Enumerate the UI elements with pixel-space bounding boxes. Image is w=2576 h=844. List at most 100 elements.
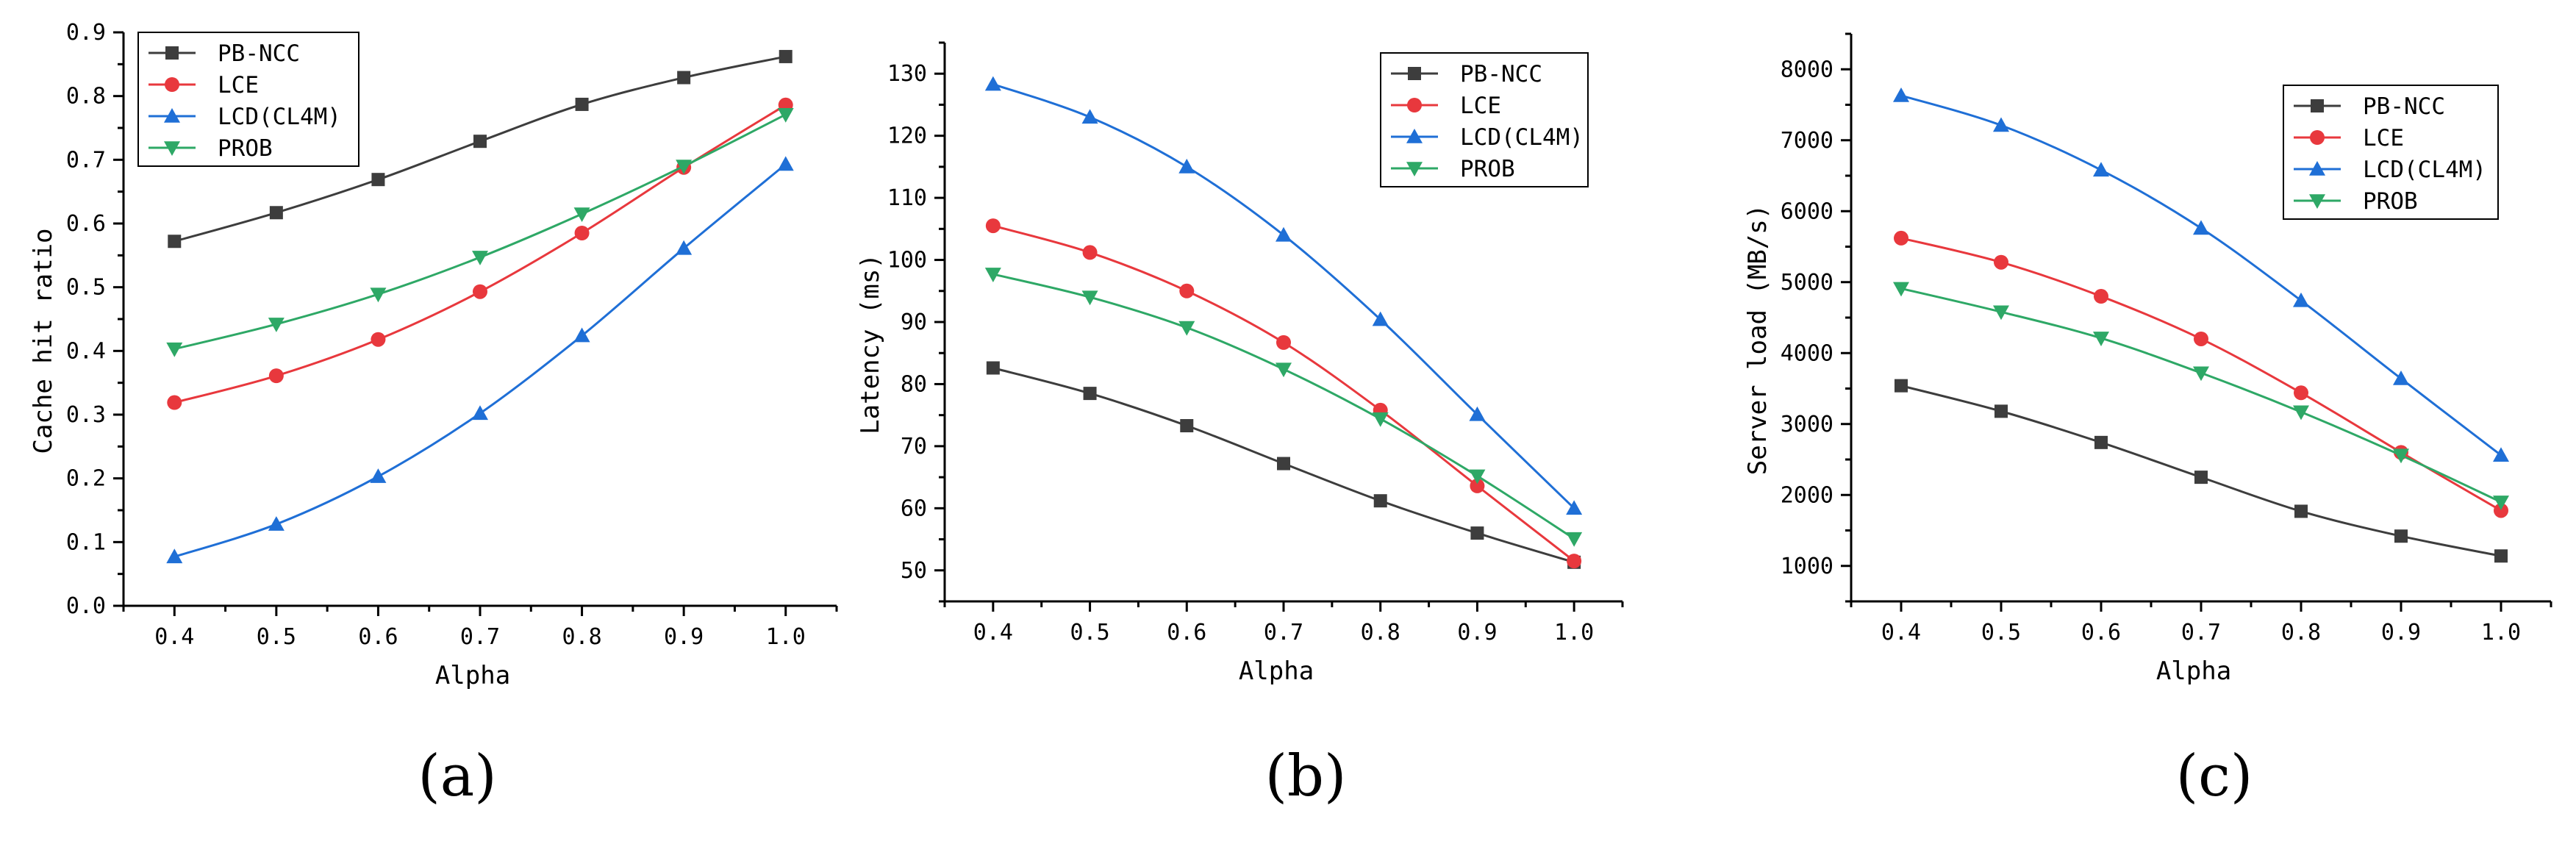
y-tick-label: 5000	[1781, 270, 1833, 296]
data-point	[575, 97, 589, 111]
data-point	[986, 361, 1000, 375]
data-point	[984, 76, 1001, 91]
x-tick-label: 0.6	[1167, 620, 1206, 645]
y-tick-label: 70	[901, 434, 927, 459]
series-prob	[1893, 282, 2509, 510]
y-tick-label: 0.8	[66, 84, 106, 110]
legend: PB-NCC LCE LCD(CL4M) PROB	[137, 32, 359, 167]
series-lcd-cl4m-	[984, 76, 1583, 515]
legend-label: PB-NCC	[1460, 61, 1542, 87]
data-point	[1276, 226, 1292, 242]
data-point	[2193, 366, 2209, 382]
x-tick-label: 0.7	[1264, 620, 1303, 645]
legend-label: LCD(CL4M)	[218, 104, 341, 130]
data-point	[2393, 448, 2409, 464]
y-tick-label: 2000	[1781, 482, 1833, 508]
y-tick-label: 0.1	[66, 529, 106, 555]
data-point	[1180, 419, 1194, 433]
legend-label: LCD(CL4M)	[1460, 124, 1584, 151]
data-point	[371, 332, 386, 347]
x-tick-label: 0.6	[2081, 620, 2121, 645]
legend-marker	[164, 141, 180, 156]
data-point	[1893, 282, 1909, 297]
data-point	[2293, 405, 2309, 421]
series-prob	[166, 108, 794, 357]
data-point	[779, 49, 793, 63]
data-point	[2093, 162, 2109, 177]
legend-marker	[1408, 67, 1421, 80]
y-tick-label: 0.4	[66, 338, 106, 364]
data-point	[1469, 406, 1486, 421]
legend-label: LCD(CL4M)	[2363, 157, 2486, 183]
data-point	[1372, 311, 1389, 326]
series-pb-ncc	[168, 49, 793, 248]
series-lcd-cl4m-	[1893, 87, 2509, 462]
data-point	[984, 268, 1001, 282]
x-tick-label: 1.0	[766, 624, 806, 650]
data-point	[2393, 370, 2409, 385]
data-point	[473, 135, 487, 149]
data-point	[1081, 290, 1098, 306]
data-point	[1470, 526, 1484, 540]
y-tick-label: 100	[887, 248, 927, 273]
x-tick-label: 0.4	[973, 620, 1013, 645]
data-point	[985, 218, 1001, 234]
y-tick-label: 0.7	[66, 147, 106, 173]
y-tick-label: 4000	[1781, 340, 1833, 366]
data-point	[1372, 412, 1389, 427]
y-tick-label: 80	[901, 371, 927, 397]
x-tick-label: 0.8	[1361, 620, 1400, 645]
legend-label: PROB	[218, 135, 273, 162]
data-point	[370, 468, 387, 483]
y-tick-label: 0.2	[66, 466, 106, 492]
data-point	[1179, 283, 1195, 298]
legend-label: LCE	[2363, 125, 2404, 151]
data-point	[1178, 321, 1195, 336]
data-point	[1469, 469, 1486, 484]
panel-c: 1000 2000 3000 4000 5000 6000 7000 8000 0.4 0.5 0.…	[1743, 32, 2552, 809]
y-tick-label: 6000	[1781, 199, 1833, 224]
data-point	[777, 108, 794, 123]
data-point	[1082, 245, 1098, 260]
legend-marker	[2309, 161, 2325, 176]
y-tick-label: 0.3	[66, 402, 106, 428]
data-point	[2493, 447, 2509, 462]
y-tick-label: 110	[887, 185, 927, 211]
x-tick-label: 0.5	[1070, 620, 1109, 645]
x-tick-label: 0.6	[358, 624, 398, 650]
data-point	[1470, 478, 1485, 493]
data-point	[166, 548, 183, 564]
series-pb-ncc	[1895, 379, 2508, 563]
panel-caption: (c)	[2176, 743, 2253, 809]
x-tick-label: 1.0	[1554, 620, 1594, 645]
data-point	[676, 160, 693, 174]
legend-marker	[164, 108, 180, 123]
data-point	[1994, 254, 2008, 270]
data-point	[2093, 332, 2109, 346]
y-tick-label: 3000	[1781, 412, 1833, 437]
data-point	[1567, 554, 1582, 569]
x-tick-label: 0.9	[664, 624, 704, 650]
data-point	[1895, 379, 1908, 393]
data-point	[573, 327, 590, 343]
series-lce	[985, 218, 1582, 569]
x-tick-label: 0.5	[257, 624, 296, 650]
data-point	[268, 516, 285, 531]
legend-label: LCE	[218, 72, 259, 99]
legend-marker	[1406, 129, 1423, 143]
y-tick-label: 8000	[1781, 57, 1833, 82]
y-tick-label: 0.5	[66, 275, 106, 301]
legend-label: PROB	[2363, 188, 2418, 215]
series-lcd-cl4m-	[166, 156, 794, 564]
y-tick-label: 0.6	[66, 211, 106, 237]
data-point	[167, 395, 182, 410]
legend-label: LCE	[1460, 93, 1501, 119]
legend: PB-NCC LCE LCD(CL4M) PROB	[1380, 52, 1589, 187]
panel-caption: (b)	[1265, 743, 1347, 809]
data-point	[1893, 87, 1909, 102]
legend: PB-NCC LCE LCD(CL4M) PROB	[2283, 85, 2499, 220]
y-axis-title: Cache hit ratio	[29, 228, 58, 454]
x-axis-title: Alpha	[435, 661, 510, 690]
data-point	[574, 226, 590, 240]
